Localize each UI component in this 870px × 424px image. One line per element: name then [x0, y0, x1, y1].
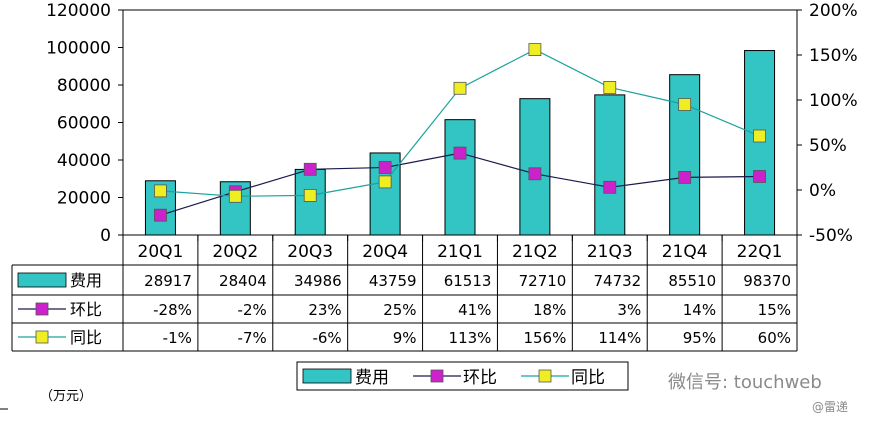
- left-tick-label: 100000: [46, 39, 111, 59]
- right-tick-label: 150%: [809, 46, 858, 66]
- right-tick-label: 100%: [809, 91, 858, 111]
- watermark-sub: @雷递: [812, 400, 849, 414]
- tongbi-point-20Q2: [228, 189, 242, 203]
- left-tick-label: 40000: [57, 151, 111, 171]
- table-cell: -28%: [153, 301, 192, 319]
- legend-label-huanbi: 环比: [463, 368, 497, 388]
- table-cell: 41%: [458, 301, 491, 319]
- table-cell: 74732: [594, 272, 642, 290]
- bar-21Q2: [519, 98, 551, 236]
- table-cell: 34986: [294, 272, 342, 290]
- category-label: 20Q3: [287, 242, 333, 262]
- right-tick-label: -50%: [809, 226, 853, 246]
- huanbi-point-22Q1: [753, 170, 766, 183]
- bar-20Q3: [294, 168, 326, 236]
- table-cell: 113%: [449, 329, 492, 347]
- table-cell: 28404: [219, 272, 267, 290]
- table-cell: 72710: [519, 272, 567, 290]
- tongbi-point-21Q4: [678, 98, 692, 111]
- category-label: 20Q1: [138, 242, 184, 262]
- tongbi-point-22Q1: [753, 129, 766, 143]
- huanbi-point-20Q1: [154, 208, 167, 222]
- unit-label: （万元）: [40, 389, 93, 404]
- huanbi-point-20Q4: [378, 161, 392, 174]
- left-tick-label: 80000: [57, 76, 111, 96]
- legend-key-fee: [302, 368, 352, 384]
- table-cell: 95%: [683, 329, 716, 347]
- huanbi-point-21Q1: [453, 146, 467, 160]
- tongbi-point-20Q4: [378, 175, 392, 189]
- table-cell: 61513: [444, 272, 492, 290]
- table-cell: -7%: [238, 329, 267, 347]
- category-label: 21Q4: [662, 242, 708, 262]
- category-label: 21Q2: [512, 242, 558, 262]
- tongbi-point-21Q1: [453, 81, 467, 95]
- category-label: 21Q1: [437, 242, 483, 262]
- left-tick-label: 0: [100, 226, 111, 246]
- table-cell: -6%: [312, 329, 341, 347]
- huanbi-point-21Q3: [603, 180, 617, 194]
- table-cell: 23%: [308, 301, 341, 319]
- legend-box: [296, 361, 629, 391]
- row-key-marker: [35, 302, 49, 316]
- row-label: 同比: [70, 328, 102, 347]
- tongbi-point-20Q1: [154, 184, 167, 198]
- huanbi-point-21Q2: [528, 167, 542, 181]
- row-label: 费用: [70, 271, 102, 290]
- table-cell: 25%: [383, 301, 416, 319]
- row-key-fee: [17, 272, 67, 288]
- table-cell: 43759: [369, 272, 417, 290]
- bar-22Q1: [744, 50, 776, 236]
- category-label: 20Q4: [362, 242, 408, 262]
- legend-label-fee: 费用: [355, 368, 389, 388]
- left-tick-label: 60000: [57, 114, 111, 134]
- bar-21Q3: [594, 94, 626, 236]
- category-label: 21Q3: [587, 242, 633, 262]
- left-tick-label: 20000: [57, 189, 111, 209]
- right-tick-label: 200%: [809, 1, 858, 21]
- table-cell: 14%: [683, 301, 716, 319]
- tongbi-point-21Q2: [528, 43, 542, 56]
- table-cell: 98370: [743, 272, 791, 290]
- table-cell: -2%: [238, 301, 267, 319]
- huanbi-point-21Q4: [678, 170, 692, 184]
- table-cell: 28917: [144, 272, 192, 290]
- category-label: 20Q2: [212, 242, 258, 262]
- table-cell: 15%: [758, 301, 791, 319]
- legend-label-tongbi: 同比: [571, 368, 605, 388]
- tongbi-point-20Q3: [303, 188, 317, 202]
- tongbi-point-21Q3: [603, 81, 617, 94]
- right-tick-label: 50%: [809, 136, 847, 156]
- category-label: 22Q1: [737, 242, 783, 262]
- row-label: 环比: [70, 300, 102, 319]
- legend-key-tongbi-marker: [538, 369, 552, 383]
- right-tick-label: 0%: [809, 181, 836, 201]
- table-cell: -1%: [163, 329, 192, 347]
- table-cell: 156%: [523, 329, 566, 347]
- left-tick-label: 120000: [46, 1, 111, 21]
- table-cell: 3%: [617, 301, 641, 319]
- legend-key-huanbi-marker: [430, 369, 444, 383]
- bar-21Q1: [444, 119, 476, 236]
- table-cell: 85510: [668, 272, 716, 290]
- watermark-text: 微信号: touchweb: [668, 372, 822, 393]
- table-cell: 18%: [533, 301, 566, 319]
- row-key-marker: [35, 330, 49, 344]
- table-cell: 114%: [598, 329, 641, 347]
- table-cell: 60%: [758, 329, 791, 347]
- table-cell: 9%: [393, 329, 417, 347]
- huanbi-point-20Q3: [303, 162, 317, 176]
